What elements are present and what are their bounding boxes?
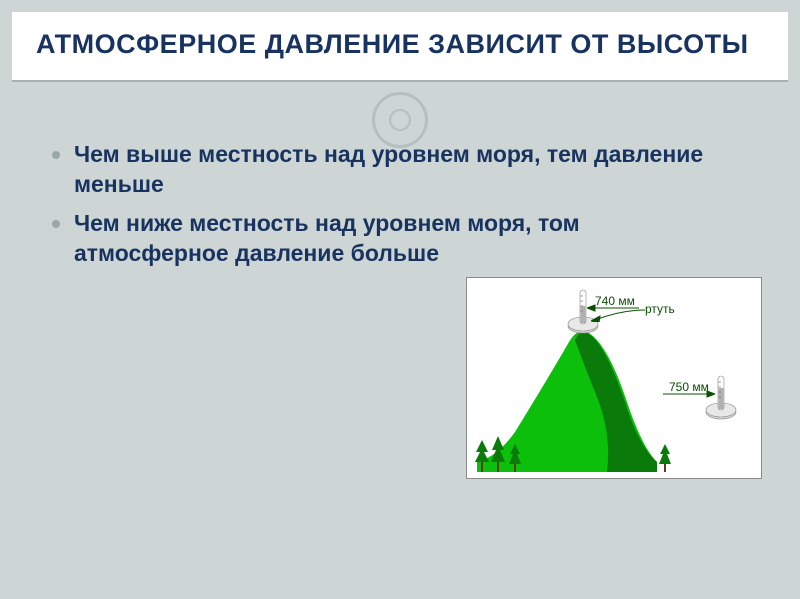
tree-icon (491, 436, 505, 472)
arrow-icon (591, 308, 647, 322)
slide-header: АТМОСФЕРНОЕ ДАВЛЕНИЕ ЗАВИСИТ ОТ ВЫСОТЫ (12, 12, 788, 82)
tree-icon (659, 444, 671, 472)
tree-icon (509, 444, 521, 472)
pressure-diagram: 740 мм ртуть 750 мм (466, 277, 762, 479)
bullet-item: Чем ниже местность над уровнем моря, том… (52, 209, 712, 268)
slide: АТМОСФЕРНОЕ ДАВЛЕНИЕ ЗАВИСИТ ОТ ВЫСОТЫ Ч… (12, 12, 788, 587)
slide-title: АТМОСФЕРНОЕ ДАВЛЕНИЕ ЗАВИСИТ ОТ ВЫСОТЫ (36, 28, 764, 60)
arrow-icon (663, 390, 715, 398)
tree-icon (475, 440, 489, 472)
bullet-item: Чем выше местность над уровнем моря, тем… (52, 140, 712, 199)
mercury-label: ртуть (645, 302, 675, 316)
decorative-ring (372, 92, 428, 148)
